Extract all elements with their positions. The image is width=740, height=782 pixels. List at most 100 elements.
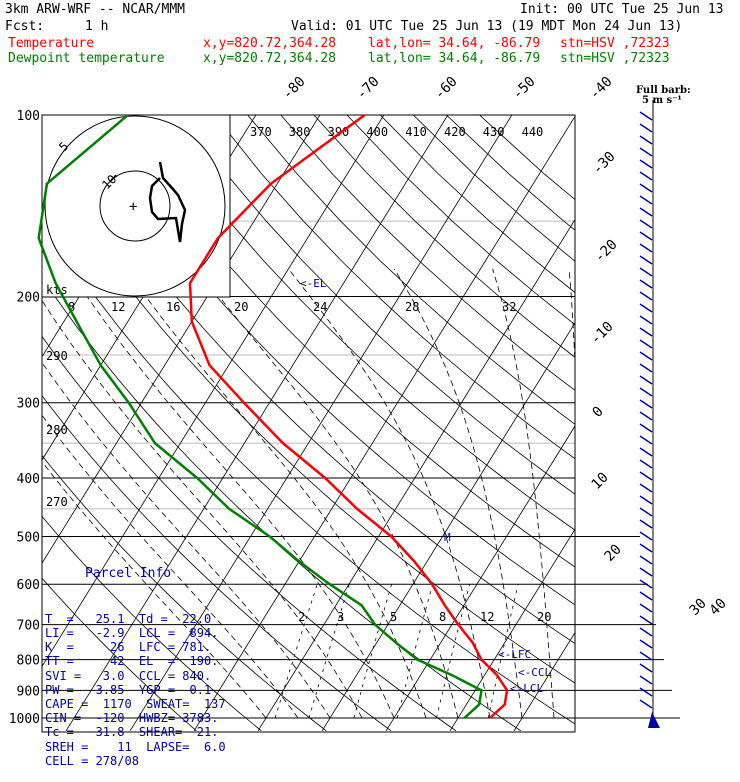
pressure-tick-label: 400 <box>17 472 40 487</box>
parcel-info-row: LI = -2.9 LCL = 894. <box>45 626 245 640</box>
speed-label: 12 <box>111 300 125 314</box>
wind-barb <box>640 436 652 444</box>
wind-barb <box>640 352 652 360</box>
pressure-tick-label: 1000 <box>9 712 40 727</box>
hodograph-center: + <box>129 199 137 215</box>
ccl-marker: <-CCL <box>518 666 551 679</box>
wind-barb <box>640 652 652 660</box>
wind-barb <box>640 616 652 624</box>
wind-barb <box>640 208 652 216</box>
wind-barb <box>640 376 652 384</box>
theta-label: 410 <box>405 125 427 139</box>
wind-barb <box>640 172 652 180</box>
parcel-info-row: TT = 42 EL = 190. <box>45 654 245 668</box>
wind-barb <box>640 568 652 576</box>
wind-barb <box>640 484 652 492</box>
speed-label: 20 <box>234 300 248 314</box>
theta-label: 420 <box>444 125 466 139</box>
parcel-info-row: CAPE = 1170 SWEAT= 137 <box>45 697 245 711</box>
dry-adiabat <box>215 115 740 731</box>
parcel-info-row: CELL = 278/08 <box>45 754 245 768</box>
theta-label: 400 <box>366 125 388 139</box>
surface-wind-marker <box>648 712 660 728</box>
top-temperature-label: -80 <box>280 74 309 103</box>
wind-barb <box>640 184 652 192</box>
melting-marker: M <box>444 531 451 544</box>
parcel-info-row: SVI = 3.0 CCL = 840. <box>45 669 245 683</box>
wind-barb <box>640 304 652 312</box>
wind-barb <box>640 316 652 324</box>
right-temperature-label: 0 <box>590 404 607 421</box>
mixing-ratio-label: 20 <box>537 610 551 624</box>
wind-barb <box>640 472 652 480</box>
lcl-marker: <-LCL <box>510 682 543 695</box>
top-temperature-label: -50 <box>510 74 539 103</box>
theta-e-label: 280 <box>46 423 68 437</box>
moist-adiabat <box>569 269 586 718</box>
top-temperature-label: -60 <box>432 74 461 103</box>
dry-adiabat <box>281 115 740 731</box>
wind-barb <box>640 496 652 504</box>
theta-label: 440 <box>522 125 544 139</box>
dry-adiabat <box>181 115 740 731</box>
right-temperature-label: 20 <box>602 542 625 565</box>
wind-barb <box>640 604 652 612</box>
wind-barb <box>640 508 652 516</box>
wind-barb <box>640 232 652 240</box>
wind-barb <box>640 676 652 684</box>
top-temperature-label: -70 <box>354 74 383 103</box>
right-temperature-label: -20 <box>592 237 621 266</box>
pressure-tick-label: 600 <box>17 578 40 593</box>
isotherm-line <box>642 87 740 730</box>
wind-barb <box>640 664 652 672</box>
wind-barb <box>640 268 652 276</box>
wind-barb <box>640 256 652 264</box>
dry-adiabat <box>446 115 740 731</box>
wind-barb <box>640 112 652 120</box>
dry-adiabat <box>248 115 740 731</box>
pressure-tick-label: 800 <box>17 654 40 669</box>
theta-e-label: 270 <box>46 495 68 509</box>
moist-adiabat <box>289 269 491 718</box>
wind-barb <box>640 160 652 168</box>
parcel-info-row: CIN = -120 HWBZ= 3783. <box>45 711 245 725</box>
right-temperature-label: -30 <box>590 149 619 178</box>
theta-label: 390 <box>328 125 350 139</box>
isotherm-line <box>578 87 740 730</box>
isotherm-line <box>0 87 17 730</box>
dry-adiabat <box>347 115 740 731</box>
wind-barb <box>640 700 652 708</box>
theta-e-label: 290 <box>46 349 68 363</box>
theta-label: 370 <box>250 125 272 139</box>
top-temperature-label: -40 <box>587 74 616 103</box>
wind-barb <box>640 592 652 600</box>
wind-barb <box>640 460 652 468</box>
wind-barb <box>640 520 652 528</box>
pressure-tick-label: 500 <box>17 530 40 545</box>
wind-barb <box>640 364 652 372</box>
mixing-ratio-label: 12 <box>480 610 494 624</box>
speed-label: 32 <box>502 300 516 314</box>
wind-barbs <box>640 100 660 728</box>
wind-barb <box>640 532 652 540</box>
wind-barb <box>640 388 652 396</box>
parcel-info-row: PW = 3.85 YGP = 0.1 <box>45 683 245 697</box>
speed-label: 16 <box>166 300 180 314</box>
parcel-info-row: K = 26 LFC = 781. <box>45 640 245 654</box>
wind-barb <box>640 640 652 648</box>
wind-barb <box>640 124 652 132</box>
pressure-tick-label: 700 <box>17 619 40 634</box>
pressure-tick-label: 900 <box>17 684 40 699</box>
pressure-tick-label: 300 <box>17 397 40 412</box>
wind-barb <box>640 340 652 348</box>
mixing-ratio-label: 8 <box>439 610 446 624</box>
wind-barb <box>640 196 652 204</box>
wind-barb <box>640 628 652 636</box>
wind-barb <box>640 544 652 552</box>
speed-label: 24 <box>313 300 327 314</box>
right-temperature-label: 40 <box>707 596 730 619</box>
parcel-info-row: Tc = 31.8 SHEAR= 21. <box>45 725 245 739</box>
